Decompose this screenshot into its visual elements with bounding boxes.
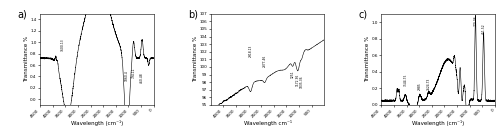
Text: 794.11: 794.11 [132, 67, 136, 78]
X-axis label: Wavelength (cm⁻¹): Wavelength (cm⁻¹) [71, 120, 123, 126]
Text: a): a) [17, 9, 27, 19]
Y-axis label: Transmittance %: Transmittance % [24, 36, 28, 82]
Text: 3544.75: 3544.75 [404, 73, 407, 86]
Y-axis label: Transmittance %: Transmittance % [193, 36, 198, 82]
Text: 1251: 1251 [291, 70, 295, 78]
Text: 770.06: 770.06 [474, 15, 478, 26]
Text: c): c) [358, 9, 368, 19]
Text: 2918.13: 2918.13 [248, 45, 252, 57]
Text: 2985: 2985 [418, 82, 422, 90]
Text: 1060.4: 1060.4 [125, 70, 129, 81]
Text: 1035.36: 1035.36 [300, 76, 304, 88]
Y-axis label: Transmittance %: Transmittance % [365, 36, 370, 82]
Text: 2624.73: 2624.73 [426, 78, 430, 90]
Text: 460.48: 460.48 [140, 73, 144, 83]
Text: 451.52: 451.52 [482, 23, 486, 34]
X-axis label: Wavelength (cm⁻¹): Wavelength (cm⁻¹) [412, 120, 464, 126]
Text: 1172.36: 1172.36 [296, 74, 300, 86]
Text: 2377.46: 2377.46 [262, 55, 266, 67]
Text: 3600.13: 3600.13 [61, 38, 65, 51]
X-axis label: Wavelength cm⁻¹: Wavelength cm⁻¹ [244, 120, 292, 126]
Text: b): b) [188, 9, 198, 19]
